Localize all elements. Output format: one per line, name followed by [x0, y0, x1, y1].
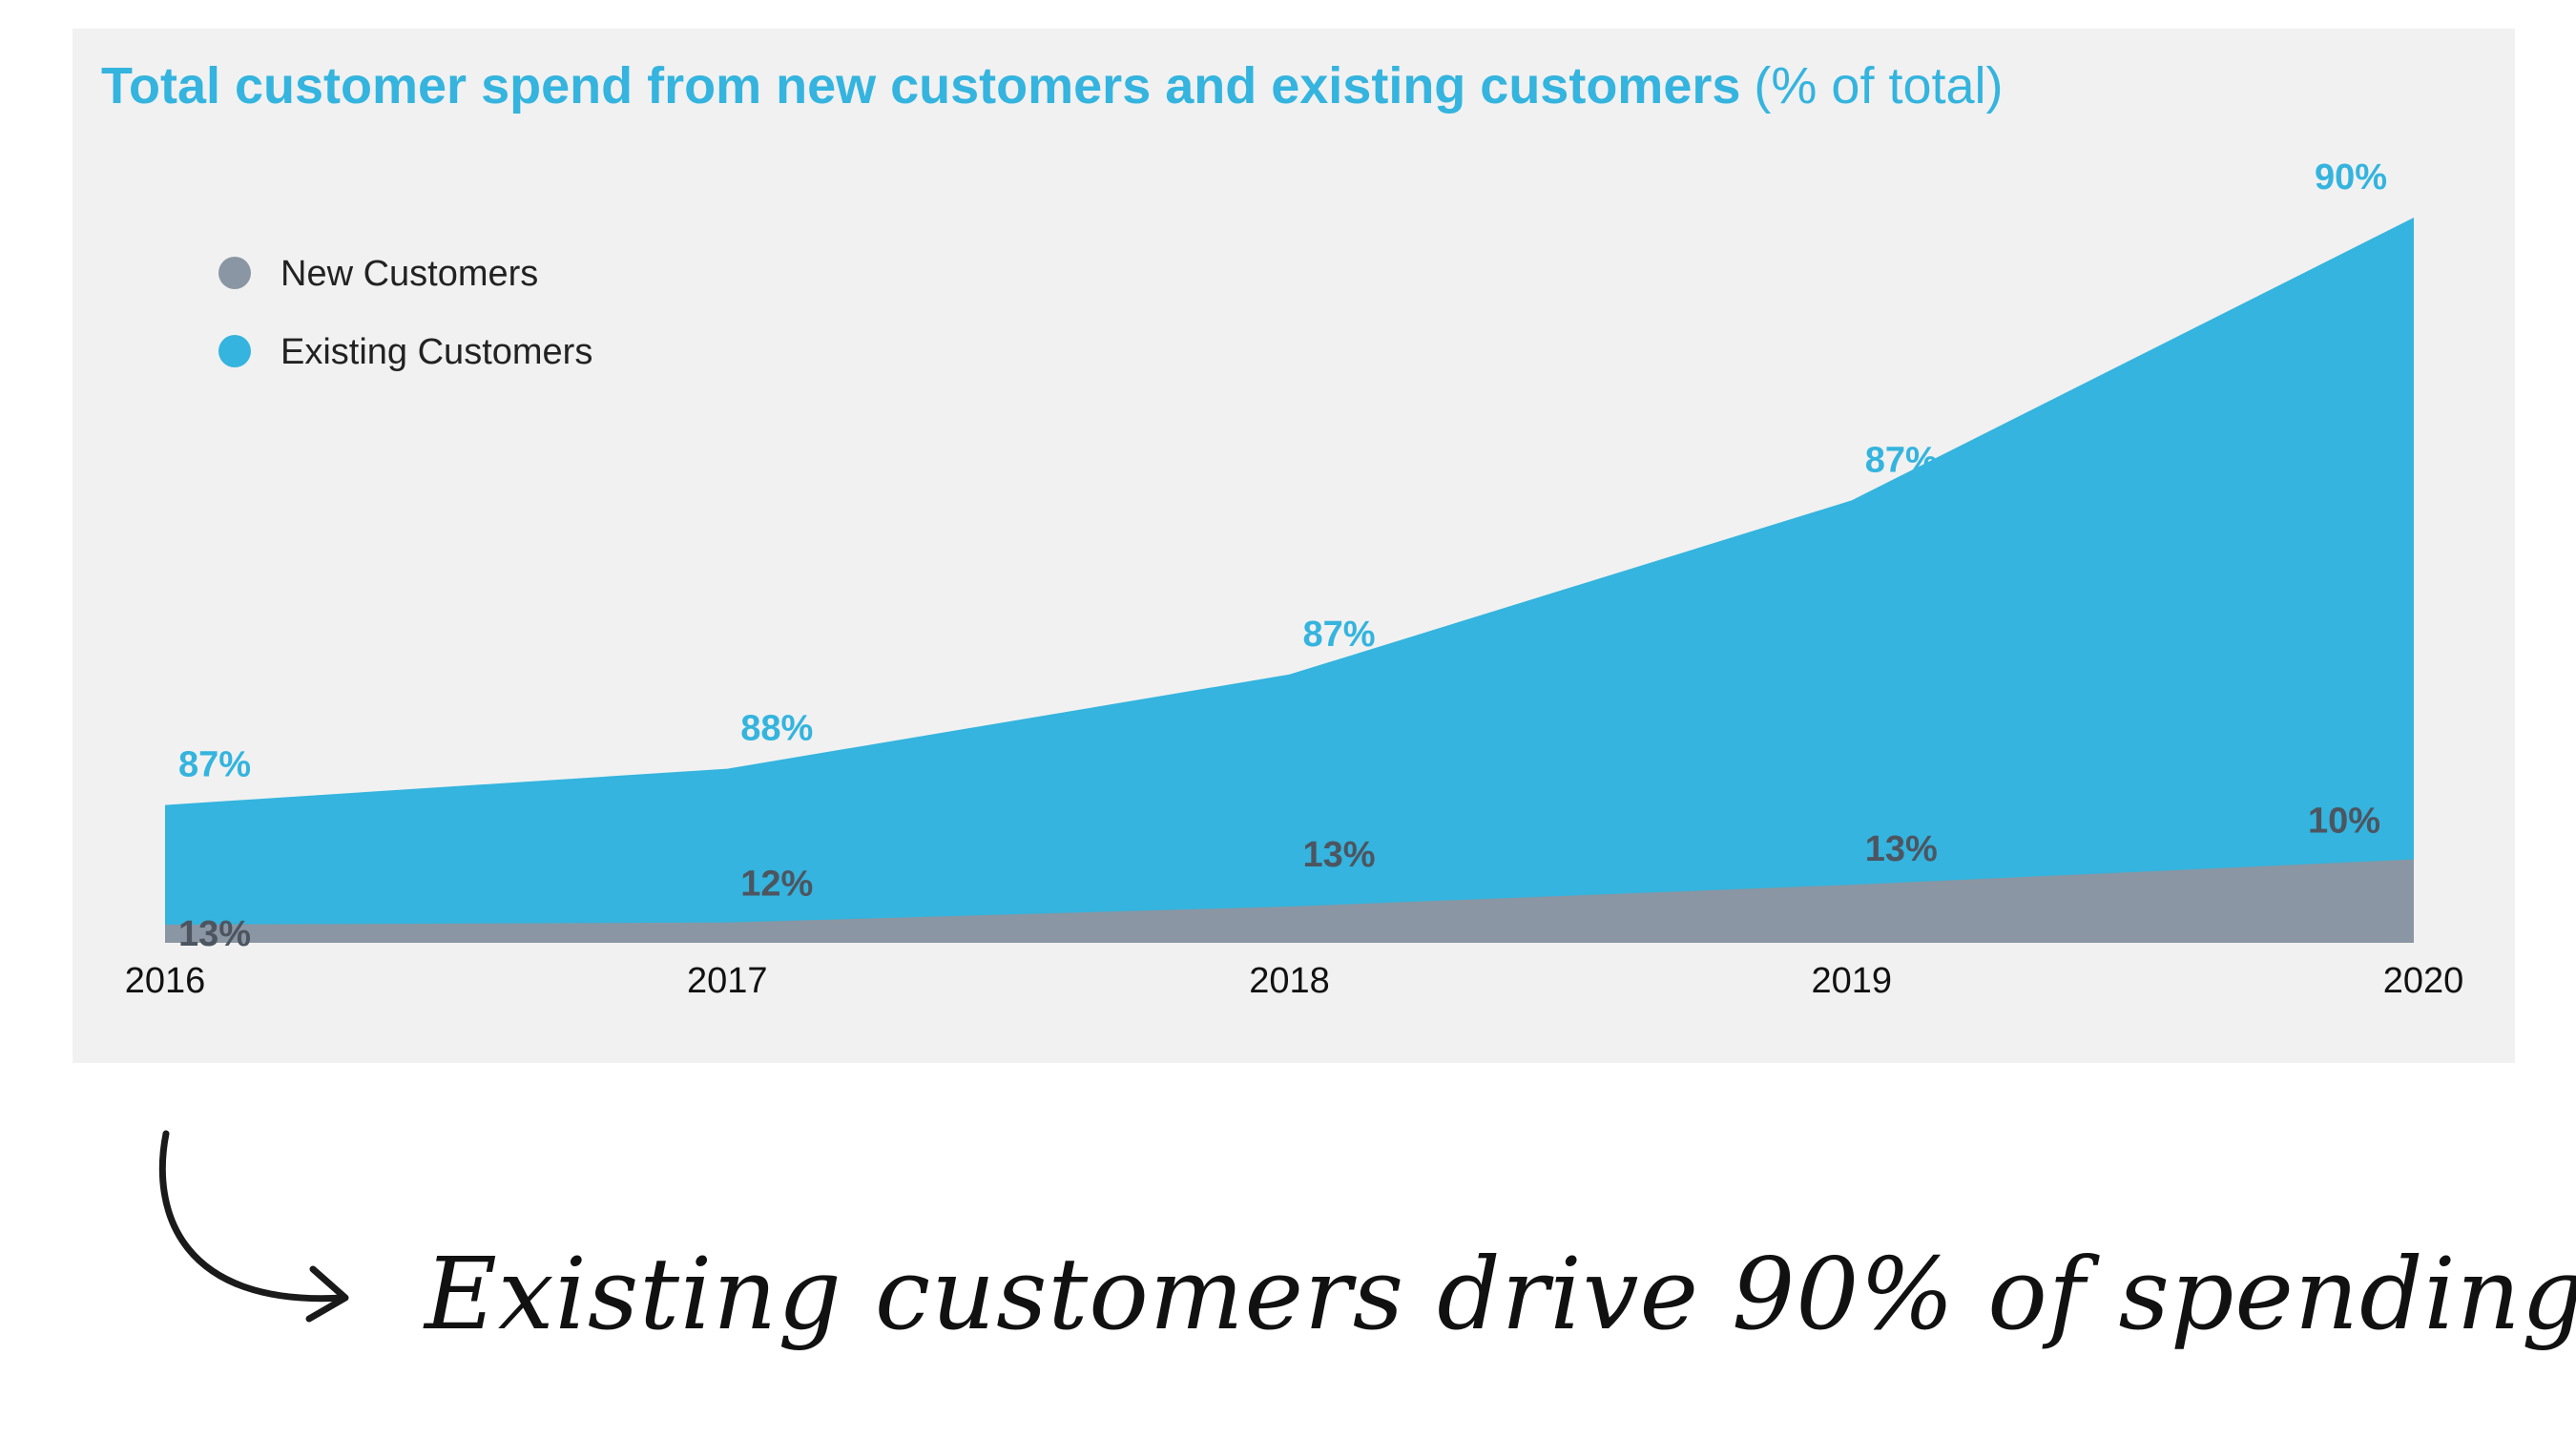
legend-marker-new	[218, 257, 251, 289]
chart-panel: Total customer spend from new customers …	[73, 29, 2515, 1063]
existing-data-label: 88%	[740, 709, 813, 749]
x-tick-label: 2020	[2383, 961, 2464, 1001]
annotation-text: Existing customers drive 90% of spending…	[425, 1236, 2576, 1352]
new-data-labels: 13% 12% 13% 13% 10%	[178, 802, 2380, 954]
existing-data-label: 87%	[1302, 615, 1375, 655]
chart-title-subtitle: (% of total)	[1754, 57, 2003, 115]
x-tick-label: 2018	[1249, 961, 1330, 1001]
existing-data-label: 90%	[2315, 157, 2387, 198]
new-data-label: 13%	[1865, 829, 1938, 869]
legend-label-existing: Existing Customers	[280, 332, 592, 372]
existing-data-label: 87%	[1865, 440, 1938, 480]
new-data-label: 10%	[2308, 802, 2380, 842]
new-customers-area	[165, 859, 2414, 943]
legend-label-new: New Customers	[280, 254, 538, 294]
chart-title: Total customer spend from new customers …	[101, 57, 2004, 115]
legend: New Customers Existing Customers	[218, 254, 592, 372]
existing-customers-area	[165, 218, 2414, 943]
new-data-label: 13%	[1302, 835, 1375, 875]
new-data-label: 12%	[740, 865, 813, 905]
existing-data-label: 87%	[178, 745, 251, 785]
chart-title-main: Total customer spend from new customers …	[101, 57, 1740, 115]
x-tick-label: 2016	[125, 961, 206, 1001]
x-tick-label: 2019	[1811, 961, 1892, 1001]
new-data-label: 13%	[178, 914, 251, 954]
x-axis: 2016 2017 2018 2019 2020	[125, 961, 2464, 1001]
legend-marker-existing	[218, 335, 251, 367]
curved-arrow-icon	[158, 1130, 349, 1323]
area-chart: Total customer spend from new customers …	[101, 57, 2464, 1001]
x-tick-label: 2017	[687, 961, 768, 1001]
existing-data-labels: 87% 88% 87% 87% 90%	[178, 157, 2387, 785]
